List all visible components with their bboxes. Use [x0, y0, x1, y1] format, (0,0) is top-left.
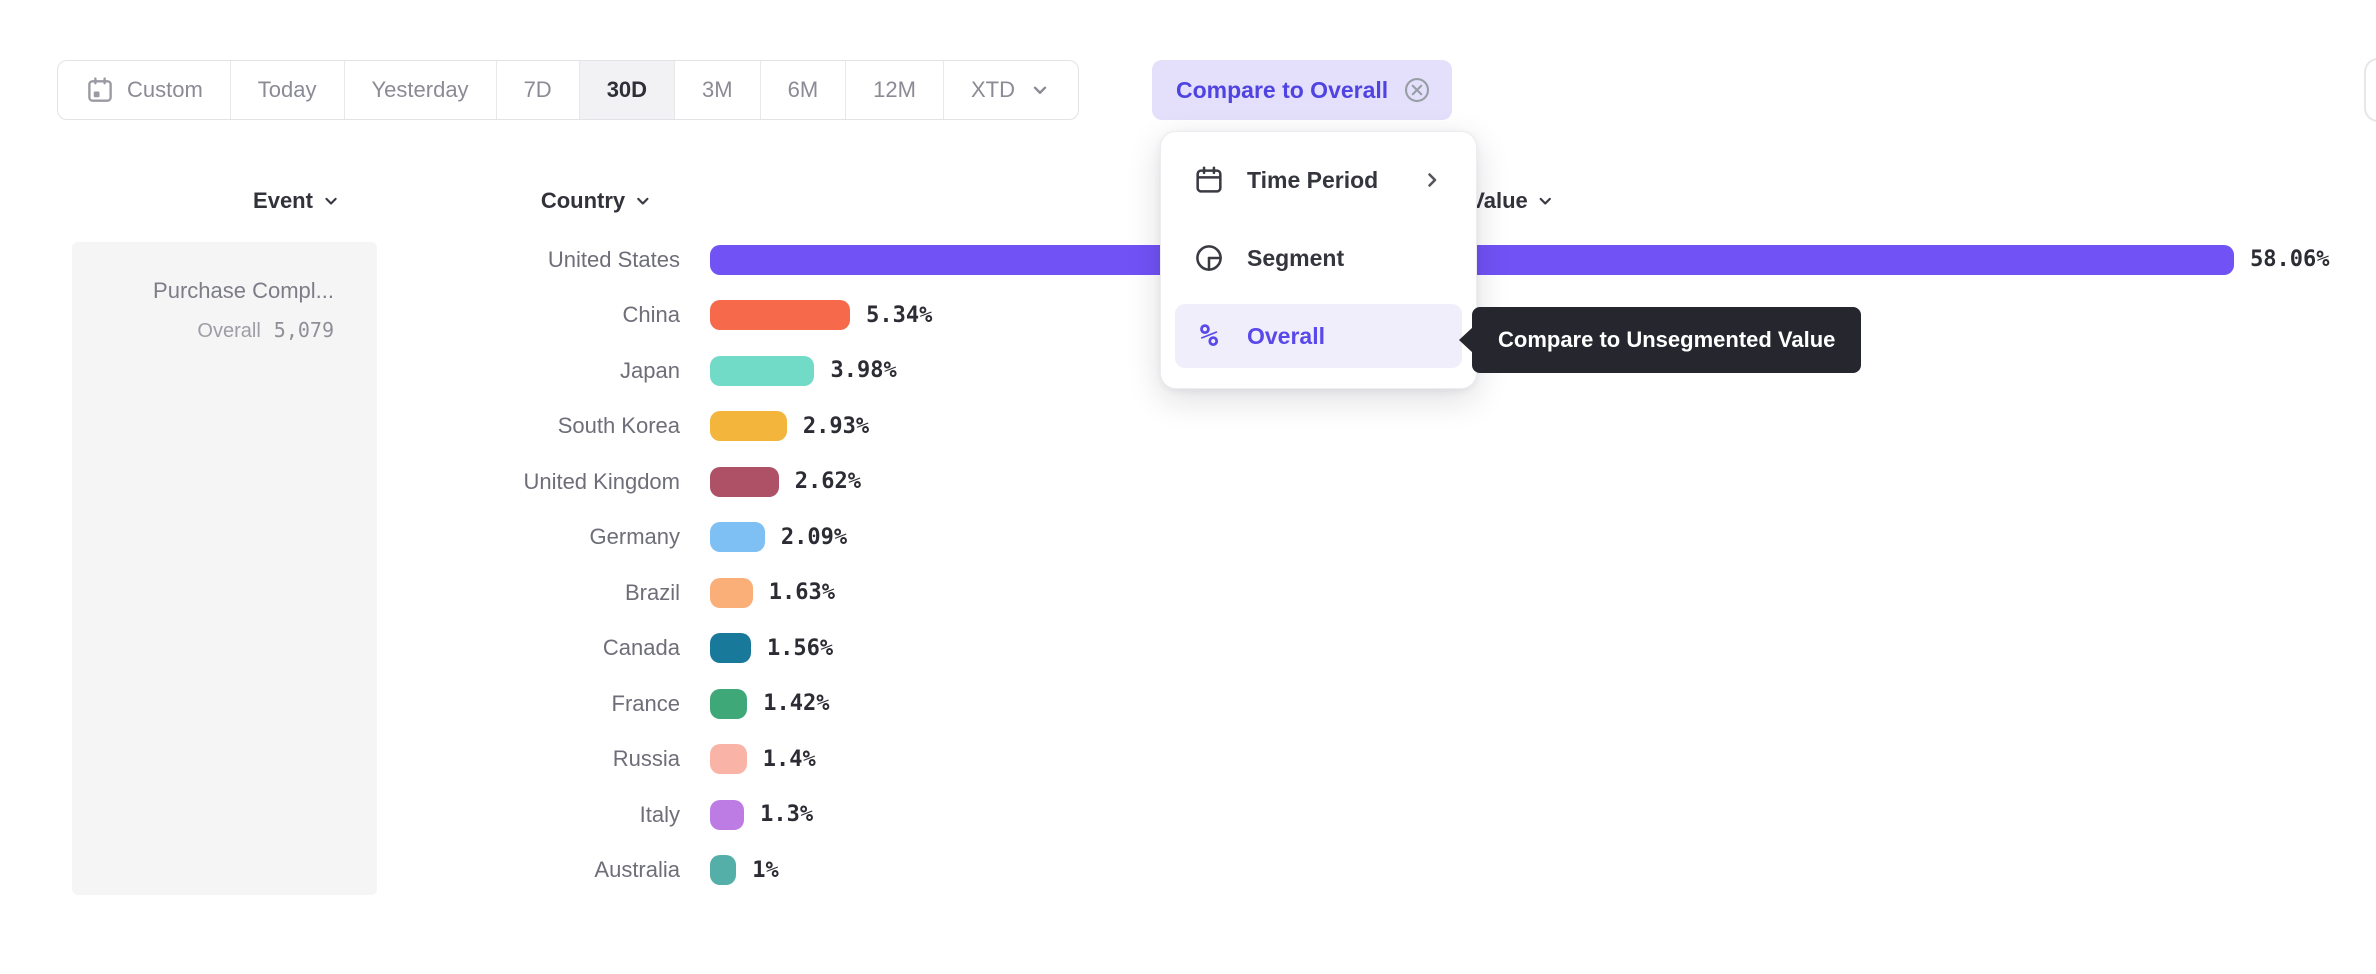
compare-to-overall-label: Compare to Overall [1176, 76, 1389, 103]
compare-dropdown-menu: Time Period Segment% Overall [1160, 131, 1477, 389]
time-range-6m[interactable]: 6M [761, 61, 847, 119]
bar-value: 1.63% [768, 580, 836, 606]
bar-brazil[interactable] [710, 577, 753, 608]
overall-value: 5,079 [273, 318, 334, 342]
time-range-7d[interactable]: 7D [497, 61, 580, 119]
chart-row: Australia 1% [0, 843, 2376, 899]
bar-russia[interactable] [710, 744, 747, 775]
bar-value: 2.62% [794, 469, 861, 495]
time-range-group: Custom Today Yesterday 7D 30D 3M 6M 12M XTD [57, 60, 1079, 120]
bar-canada[interactable] [710, 633, 751, 664]
time-range-label: 12M [873, 77, 916, 102]
chevron-down-icon [321, 191, 341, 211]
overall-label: Overall [197, 320, 261, 342]
time-range-yesterday[interactable]: Yesterday [345, 61, 497, 119]
segment-icon [1193, 242, 1225, 274]
compare-to-overall-button[interactable]: Compare to Overall [1152, 60, 1453, 120]
chart-row: Japan 3.98% [0, 343, 2376, 399]
menu-item-label: Time Period [1247, 166, 1379, 193]
chevron-right-icon [1420, 168, 1444, 192]
menu-item-label: Overall [1247, 322, 1325, 349]
menu-item-segment[interactable]: Segment [1175, 226, 1462, 290]
bar-germany[interactable] [710, 522, 765, 553]
bar-value: 58.06% [2250, 247, 2330, 273]
time-range-3m[interactable]: 3M [675, 61, 761, 119]
calendar-icon [85, 75, 115, 105]
chevron-down-icon [633, 191, 653, 211]
chevron-down-icon [1029, 79, 1051, 101]
chart-row: China 5.34% [0, 288, 2376, 344]
country-label: China [622, 302, 680, 328]
bar-china[interactable] [710, 300, 851, 331]
bar-united-kingdom[interactable] [710, 466, 779, 497]
bar-value: 2.93% [802, 413, 870, 439]
calendar-icon [1193, 164, 1225, 196]
time-range-30d[interactable]: 30D [579, 61, 676, 119]
menu-item-overall[interactable]: % Overall [1175, 304, 1462, 368]
country-label: Canada [602, 635, 680, 661]
bar-value: 1.42% [763, 691, 830, 717]
time-range-xtd[interactable]: XTD [944, 61, 1078, 119]
time-range-custom[interactable]: Custom [58, 61, 231, 119]
country-label: United Kingdom [523, 468, 680, 494]
time-range-12m[interactable]: 12M [846, 61, 944, 119]
bar-value: 1% [752, 857, 779, 883]
bar-australia[interactable] [710, 855, 737, 886]
chart-row: Canada 1.56% [0, 621, 2376, 677]
country-label: Brazil [624, 579, 680, 605]
chart-row: South Korea 2.93% [0, 399, 2376, 455]
clipped-edge-button[interactable] [2364, 58, 2376, 122]
country-label: Russia [612, 746, 680, 772]
chart-row: United Kingdom 2.62% [0, 454, 2376, 510]
menu-item-label: Segment [1247, 244, 1345, 271]
country-label: France [611, 690, 680, 716]
country-label: Australia [594, 857, 680, 883]
country-label: United States [547, 246, 680, 272]
bar-italy[interactable] [710, 799, 745, 830]
toolbar: Custom Today Yesterday 7D 30D 3M 6M 12M XTD [57, 60, 1079, 120]
time-range-label: 7D [523, 77, 552, 102]
bar-japan[interactable] [710, 355, 815, 386]
bar-value: 2.09% [780, 524, 848, 550]
value-column-label: Value [1470, 188, 1528, 213]
event-name: Purchase Compl... [153, 278, 334, 303]
tooltip-text: Compare to Unsegmented Value [1498, 327, 1836, 352]
time-range-label: 3M [702, 77, 733, 102]
bar-value: 1.3% [760, 802, 814, 828]
time-range-label: Yesterday [371, 77, 469, 102]
time-range-today[interactable]: Today [231, 61, 345, 119]
event-column-header[interactable]: Event [253, 188, 341, 214]
value-column-header[interactable]: Value [1470, 188, 1555, 214]
event-column-label: Event [253, 188, 313, 213]
country-label: Germany [589, 524, 680, 550]
event-overall-row: Overall 5,079 [92, 318, 334, 343]
percent-icon: % [1199, 317, 1219, 354]
chart-row: Italy 1.3% [0, 787, 2376, 843]
bar-france[interactable] [710, 688, 748, 719]
time-range-label: 30D [606, 77, 648, 102]
time-range-label: Today [257, 77, 317, 102]
country-column-label: Country [540, 188, 626, 213]
bar-value: 1.56% [766, 635, 834, 661]
chart-row: France 1.42% [0, 676, 2376, 732]
menu-item-time-period[interactable]: Time Period [1175, 148, 1462, 212]
bar-south-korea[interactable] [710, 411, 787, 442]
country-label: Japan [620, 357, 680, 383]
tooltip: Compare to Unsegmented Value [1472, 307, 1862, 373]
country-label: South Korea [557, 413, 680, 439]
time-range-label: 6M [787, 77, 819, 102]
country-column-header[interactable]: Country [541, 188, 653, 214]
chevron-down-icon [1536, 191, 1556, 211]
chart-row: Germany 2.09% [0, 510, 2376, 566]
bar-value: 5.34% [866, 302, 933, 328]
remove-compare-icon[interactable] [1402, 75, 1432, 105]
country-label: Italy [639, 801, 680, 827]
bar-value: 3.98% [830, 358, 897, 384]
chart-row: Brazil 1.63% [0, 565, 2376, 621]
time-range-label: XTD [970, 77, 1015, 102]
bar-value: 1.4% [762, 746, 816, 772]
chart-row: Russia 1.4% [0, 732, 2376, 788]
time-range-label: Custom [127, 77, 203, 102]
event-card[interactable]: Purchase Compl... Overall 5,079 [72, 242, 377, 895]
